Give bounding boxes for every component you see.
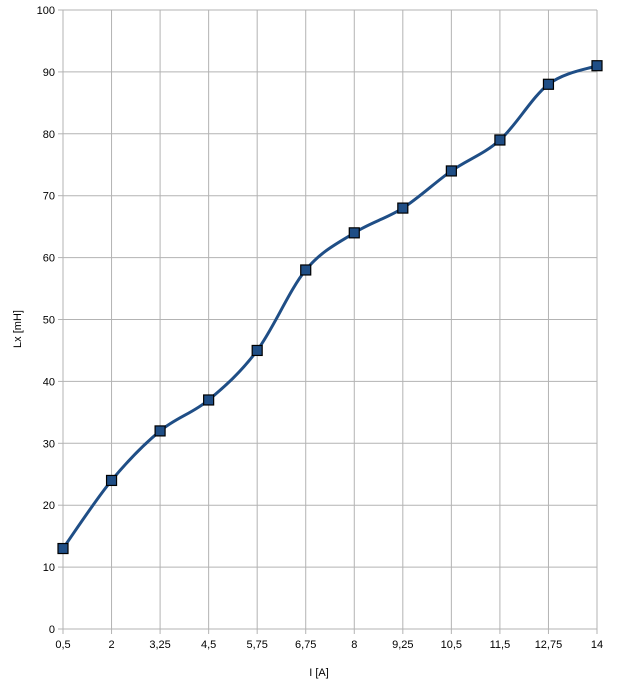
series-line [61,64,599,551]
data-point-marker [397,202,409,214]
data-point-marker [445,165,457,177]
data-point-marker [300,264,312,276]
data-point-marker [591,60,603,72]
x-tick-label: 4,5 [201,639,216,651]
y-axis-label: Lx [mH] [12,310,24,348]
x-tick-label: 10,5 [441,639,462,651]
data-point-marker [154,425,166,437]
y-tick-label: 10 [43,562,55,574]
x-tick-labels: 0,5 2 3,25 4,5 5,75 6,75 8 9,25 10,5 11,5 12,75 14 [55,639,603,651]
y-tick-label: 40 [43,376,55,388]
x-tick-label: 8 [351,639,357,651]
data-point-marker [251,344,263,357]
grid-lines [58,9,598,634]
y-tick-label: 50 [43,315,55,327]
y-tick-label: 80 [43,129,55,141]
x-tick-label: 9,25 [392,639,413,651]
x-tick-label: 2 [108,639,114,651]
y-tick-label: 20 [43,500,55,512]
y-tick-label: 30 [43,438,55,450]
x-axis-label: I [A] [309,667,329,679]
x-tick-label: 14 [591,639,603,651]
y-tick-label: 90 [43,67,55,79]
x-tick-label: 6,75 [295,639,316,651]
series-layer [57,60,603,555]
data-point-marker [105,474,118,487]
x-tick-label: 12,75 [535,639,563,651]
x-tick-label: 5,75 [246,639,267,651]
y-tick-labels: 0 10 20 30 40 50 60 70 80 90 100 [37,5,55,636]
data-point-marker [348,227,360,239]
y-tick-label: 70 [43,191,55,203]
y-tick-label: 60 [43,253,55,265]
y-tick-label: 0 [49,624,55,636]
data-point-marker [542,78,555,90]
data-point-marker [203,394,215,406]
x-tick-label: 11,5 [490,639,511,651]
x-tick-label: 3,25 [149,639,170,651]
data-point-marker [494,134,506,146]
x-tick-label: 0,5 [55,639,70,651]
data-point-marker [57,542,69,555]
y-tick-label: 100 [37,5,55,17]
